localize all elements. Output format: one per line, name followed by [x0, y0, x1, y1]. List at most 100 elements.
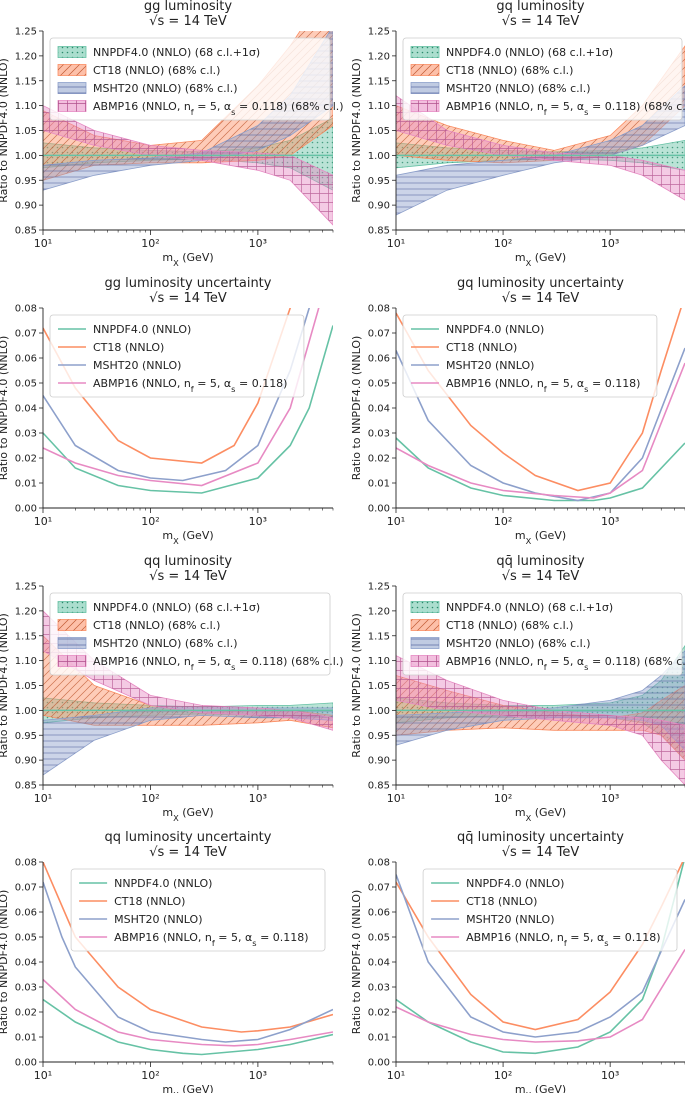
band-hatch-msht: [396, 650, 685, 751]
legend-label-nnpdf: NNPDF4.0 (NNLO) (68 c.l.+1σ): [446, 46, 613, 59]
legend-swatch-hatch-abmp: [411, 655, 439, 667]
chart-gg-lumi: gg luminosity√s = 14 TeV 0.85 0.90 0.95 1.00…: [0, 0, 344, 268]
chart-qqbar-unc: qq̄ luminosity uncertainty√s = 14 TeV 0.0…: [350, 830, 685, 1093]
chart-qq-unc: qq luminosity uncertainty√s = 14 TeV 0.00…: [0, 830, 334, 1093]
x-axis-label: mX (GeV): [162, 251, 213, 268]
legend-frame: [422, 868, 678, 952]
x-tick-label: 10³: [249, 515, 267, 528]
legend: NNPDF4.0 (NNLO) (68 c.l.+1σ) CT18 (NNLO) …: [49, 592, 344, 676]
legend-swatch-hatch-msht: [58, 637, 86, 649]
legend-label-ct18: CT18 (NNLO) (68% c.l.): [93, 64, 220, 77]
line-msht: [43, 881, 333, 1043]
x-axis-label: mX (GeV): [515, 251, 566, 268]
x-tick-label: 10²: [494, 515, 512, 528]
y-tick-label: 0.04: [15, 404, 37, 415]
band-hatch-abmp: [43, 105, 333, 225]
y-tick-label: 0.00: [15, 1058, 37, 1069]
legend-swatch-hatch-msht: [411, 637, 439, 649]
legend-frame: [402, 592, 683, 676]
chart-subtitle: √s = 14 TeV: [149, 14, 227, 29]
y-tick-label: 0.03: [15, 429, 37, 440]
y-tick-label: 0.85: [368, 226, 390, 237]
x-tick-label: 10²: [141, 237, 159, 250]
legend-label-abmp: ABMP16 (NNLO, nf = 5, αs = 0.118): [446, 377, 640, 394]
x-axis-label: mX (GeV): [515, 1083, 566, 1093]
legend-swatch-hatch-abmp: [58, 100, 86, 112]
legend-label-abmp: ABMP16 (NNLO, nf = 5, αs = 0.118) (68% c…: [93, 655, 344, 672]
x-axis-label: mX (GeV): [162, 529, 213, 546]
y-tick-label: 0.03: [15, 983, 37, 994]
y-tick-label: 0.06: [15, 354, 37, 365]
y-tick-label: 0.02: [15, 454, 37, 465]
y-tick-label: 1.15: [368, 76, 390, 87]
legend-label-msht: MSHT20 (NNLO): [93, 359, 181, 372]
x-axis-label: mX (GeV): [515, 806, 566, 823]
legend-label-nnpdf: NNPDF4.0 (NNLO): [446, 323, 544, 336]
legend-label-ct18: CT18 (NNLO): [446, 341, 517, 354]
x-tick-label: 10¹: [34, 515, 52, 528]
legend-swatch-hatch-msht: [58, 82, 86, 94]
y-tick-label: 0.90: [15, 756, 37, 767]
y-tick-label: 0.00: [368, 1058, 390, 1069]
legend-swatch-hatch-ct18: [58, 619, 86, 631]
y-tick-label: 1.20: [15, 606, 37, 617]
y-tick-label: 1.10: [368, 656, 390, 667]
chart-title: qq̄ luminosity uncertainty: [457, 830, 624, 845]
y-tick-label: 0.90: [368, 201, 390, 212]
y-tick-label: 0.04: [368, 404, 390, 415]
y-tick-label: 1.15: [15, 631, 37, 642]
y-tick-label: 0.90: [15, 201, 37, 212]
legend-label-abmp: ABMP16 (NNLO, nf = 5, αs = 0.118): [114, 931, 308, 948]
x-tick-label: 10²: [494, 237, 512, 250]
y-tick-label: 1.20: [15, 51, 37, 62]
y-tick-label: 0.01: [368, 1033, 390, 1044]
y-tick-label: 0.01: [15, 479, 37, 490]
x-axis-label: mX (GeV): [515, 529, 566, 546]
line-abmp: [396, 362, 685, 499]
y-tick-label: 1.05: [15, 681, 37, 692]
legend: NNPDF4.0 (NNLO) CT18 (NNLO) MSHT20 (NNLO) A…: [402, 314, 658, 398]
y-tick-label: 1.10: [368, 101, 390, 112]
legend-label-nnpdf: NNPDF4.0 (NNLO): [93, 323, 191, 336]
line-ct18: [43, 862, 333, 1033]
legend-swatch-hatch-ct18: [411, 619, 439, 631]
y-tick-label: 1.15: [368, 631, 390, 642]
x-tick-label: 10¹: [34, 792, 52, 805]
legend: NNPDF4.0 (NNLO) CT18 (NNLO) MSHT20 (NNLO) A…: [49, 314, 305, 398]
legend: NNPDF4.0 (NNLO) (68 c.l.+1σ) CT18 (NNLO) …: [402, 37, 685, 121]
legend-label-ct18: CT18 (NNLO): [466, 895, 537, 908]
y-axis-label: Ratio to NNPDF4.0 (NNLO): [0, 613, 10, 758]
y-tick-label: 0.05: [368, 933, 390, 944]
x-axis-label: mX (GeV): [162, 1083, 213, 1093]
y-tick-label: 0.04: [15, 958, 37, 969]
y-tick-label: 0.04: [368, 958, 390, 969]
y-tick-label: 0.90: [368, 756, 390, 767]
legend-swatch-hatch-nnpdf: [58, 46, 86, 58]
chart-title: qq̄ luminosity: [496, 554, 584, 569]
y-tick-label: 0.05: [15, 933, 37, 944]
line-msht: [396, 874, 685, 1038]
chart-gq-lumi: gq luminosity√s = 14 TeV 0.85 0.90 0.95 1.00…: [350, 0, 685, 268]
legend-label-abmp: ABMP16 (NNLO, nf = 5, αs = 0.118) (68% c…: [446, 655, 685, 672]
y-tick-label: 1.00: [368, 706, 390, 717]
chart-title: gg luminosity: [144, 0, 232, 14]
x-tick-label: 10³: [601, 792, 619, 805]
y-axis-label: Ratio to NNPDF4.0 (NNLO): [350, 336, 363, 481]
y-tick-label: 0.02: [368, 454, 390, 465]
chart-subtitle: √s = 14 TeV: [502, 14, 580, 29]
legend-swatch-hatch-nnpdf: [411, 46, 439, 58]
x-tick-label: 10³: [249, 1069, 267, 1082]
x-axis-label: mX (GeV): [162, 806, 213, 823]
legend-label-msht: MSHT20 (NNLO) (68% c.l.): [93, 637, 238, 650]
legend-swatch-hatch-nnpdf: [58, 601, 86, 613]
line-abmp: [396, 949, 685, 1043]
band-hatch-msht: [43, 707, 333, 775]
x-tick-label: 10¹: [34, 1069, 52, 1082]
chart-subtitle: √s = 14 TeV: [502, 291, 580, 306]
plot-content: [43, 862, 333, 1056]
y-tick-label: 0.85: [15, 226, 37, 237]
chart-title: qq luminosity: [144, 554, 232, 569]
legend: NNPDF4.0 (NNLO) CT18 (NNLO) MSHT20 (NNLO) A…: [70, 868, 326, 952]
y-tick-label: 0.07: [15, 883, 37, 894]
